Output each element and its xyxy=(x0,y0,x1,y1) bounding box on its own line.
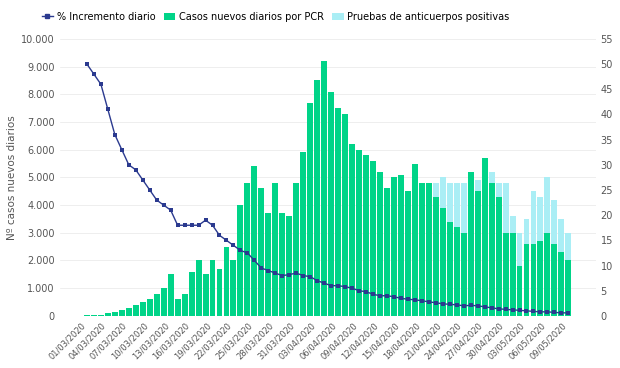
Bar xyxy=(259,188,264,316)
Bar xyxy=(531,244,536,316)
Bar xyxy=(419,183,425,316)
Bar xyxy=(182,294,188,316)
Bar xyxy=(377,172,383,316)
Bar xyxy=(495,197,502,316)
Bar xyxy=(447,183,453,316)
Bar xyxy=(119,310,125,316)
Bar xyxy=(154,294,160,316)
Bar xyxy=(405,191,411,316)
Bar xyxy=(440,208,446,316)
Bar xyxy=(503,233,508,316)
Bar xyxy=(84,315,90,316)
Bar xyxy=(286,216,292,316)
Bar xyxy=(167,274,174,316)
Bar xyxy=(516,266,523,316)
Bar xyxy=(467,172,474,316)
Bar xyxy=(140,302,146,316)
Bar xyxy=(91,315,97,316)
Bar xyxy=(461,183,467,316)
Bar xyxy=(391,177,397,316)
Bar xyxy=(467,172,474,316)
Bar xyxy=(433,197,439,316)
Bar xyxy=(356,150,362,316)
Bar xyxy=(503,183,508,316)
Bar xyxy=(538,241,543,316)
Bar xyxy=(551,199,557,316)
Bar xyxy=(293,183,299,316)
Bar xyxy=(308,103,313,316)
Legend: % Incremento diario, Casos nuevos diarios por PCR, Pruebas de anticuerpos positi: % Incremento diario, Casos nuevos diario… xyxy=(38,8,513,25)
Bar xyxy=(112,312,118,316)
Bar xyxy=(559,219,564,316)
Bar xyxy=(433,183,439,316)
Bar xyxy=(147,299,153,316)
Bar xyxy=(244,183,250,316)
Bar xyxy=(363,155,369,316)
Bar xyxy=(237,205,244,316)
Bar xyxy=(272,183,278,316)
Bar xyxy=(384,188,390,316)
Bar xyxy=(314,81,320,316)
Bar xyxy=(188,272,195,316)
Bar xyxy=(489,172,495,316)
Bar xyxy=(544,233,551,316)
Bar xyxy=(412,163,418,316)
Bar xyxy=(370,161,376,316)
Bar xyxy=(252,166,257,316)
Bar xyxy=(426,183,432,316)
Bar xyxy=(447,222,453,316)
Bar xyxy=(510,216,515,316)
Bar xyxy=(216,269,223,316)
Bar xyxy=(495,183,502,316)
Bar xyxy=(349,144,355,316)
Bar xyxy=(398,175,404,316)
Bar xyxy=(203,274,208,316)
Bar xyxy=(510,233,515,316)
Bar xyxy=(280,213,285,316)
Bar xyxy=(175,299,180,316)
Bar xyxy=(335,108,341,316)
Bar xyxy=(454,227,459,316)
Bar xyxy=(328,92,334,316)
Bar xyxy=(516,233,523,316)
Bar xyxy=(482,158,487,316)
Bar xyxy=(440,177,446,316)
Bar xyxy=(342,114,348,316)
Bar xyxy=(321,61,327,316)
Y-axis label: Nº casos nuevos diarios: Nº casos nuevos diarios xyxy=(7,115,17,240)
Bar xyxy=(523,219,529,316)
Bar xyxy=(538,197,543,316)
Bar xyxy=(523,244,529,316)
Bar xyxy=(482,158,487,316)
Bar xyxy=(195,261,202,316)
Bar xyxy=(231,261,236,316)
Bar xyxy=(475,180,480,316)
Bar xyxy=(105,313,111,316)
Bar xyxy=(426,183,432,316)
Bar xyxy=(565,261,571,316)
Bar xyxy=(98,315,104,316)
Bar xyxy=(475,191,480,316)
Bar xyxy=(454,183,459,316)
Bar xyxy=(559,252,564,316)
Bar xyxy=(551,244,557,316)
Bar xyxy=(210,261,216,316)
Bar xyxy=(565,233,571,316)
Bar xyxy=(419,183,425,316)
Bar xyxy=(531,191,536,316)
Bar xyxy=(300,152,306,316)
Bar xyxy=(461,233,467,316)
Bar xyxy=(265,213,272,316)
Bar xyxy=(161,288,167,316)
Bar xyxy=(544,177,551,316)
Bar xyxy=(489,183,495,316)
Bar xyxy=(224,247,229,316)
Bar xyxy=(133,305,139,316)
Bar xyxy=(126,308,132,316)
